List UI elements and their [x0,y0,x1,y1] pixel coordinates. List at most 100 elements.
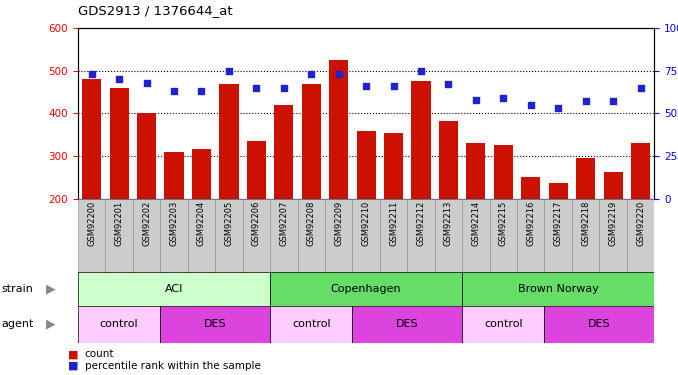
Text: ▶: ▶ [46,282,56,295]
Bar [329,60,348,199]
FancyBboxPatch shape [215,199,243,274]
Text: GSM92211: GSM92211 [389,201,398,246]
Bar [302,84,321,199]
Bar [192,149,211,199]
Text: control: control [100,320,138,329]
Text: DES: DES [588,320,611,329]
Text: GSM92201: GSM92201 [115,201,123,246]
FancyBboxPatch shape [462,272,654,306]
FancyBboxPatch shape [160,199,188,274]
Text: GSM92206: GSM92206 [252,201,261,246]
FancyBboxPatch shape [160,306,270,343]
Bar [466,143,485,199]
Text: GSM92219: GSM92219 [609,201,618,246]
Bar [137,113,156,199]
FancyBboxPatch shape [78,272,270,306]
Text: ACI: ACI [165,284,183,294]
Text: strain: strain [1,284,33,294]
Point [141,80,152,86]
FancyBboxPatch shape [544,199,572,274]
FancyBboxPatch shape [270,306,353,343]
Point [471,97,481,103]
Point [196,88,207,94]
Text: GSM92212: GSM92212 [416,201,426,246]
Text: GSM92202: GSM92202 [142,201,151,246]
Bar [274,105,294,199]
Text: count: count [85,350,115,359]
FancyBboxPatch shape [599,199,627,274]
FancyBboxPatch shape [105,199,133,274]
Text: DES: DES [204,320,226,329]
FancyBboxPatch shape [353,306,462,343]
Bar [247,141,266,199]
FancyBboxPatch shape [544,306,654,343]
FancyBboxPatch shape [270,272,462,306]
Text: GSM92210: GSM92210 [361,201,371,246]
FancyBboxPatch shape [353,199,380,274]
Point [388,83,399,89]
Bar [521,177,540,199]
Text: GSM92218: GSM92218 [581,201,590,246]
Point [224,68,235,74]
Bar [384,133,403,199]
Text: GSM92204: GSM92204 [197,201,206,246]
FancyBboxPatch shape [407,199,435,274]
Text: DES: DES [396,320,418,329]
FancyBboxPatch shape [572,199,599,274]
Text: Copenhagen: Copenhagen [331,284,401,294]
Text: GDS2913 / 1376644_at: GDS2913 / 1376644_at [78,4,233,17]
Text: ■: ■ [68,350,78,359]
FancyBboxPatch shape [380,199,407,274]
Text: GSM92208: GSM92208 [306,201,316,246]
Point [334,71,344,77]
Text: GSM92205: GSM92205 [224,201,233,246]
Text: ■: ■ [68,361,78,370]
Bar [576,158,595,199]
Bar [82,80,101,199]
Text: GSM92209: GSM92209 [334,201,343,246]
FancyBboxPatch shape [517,199,544,274]
FancyBboxPatch shape [298,199,325,274]
Bar [219,84,239,199]
FancyBboxPatch shape [462,306,544,343]
Text: GSM92220: GSM92220 [636,201,645,246]
FancyBboxPatch shape [490,199,517,274]
FancyBboxPatch shape [627,199,654,274]
Text: GSM92200: GSM92200 [87,201,96,246]
Text: control: control [484,320,523,329]
Point [169,88,180,94]
Point [86,71,97,77]
FancyBboxPatch shape [78,199,105,274]
Bar [164,152,184,199]
Bar [357,131,376,199]
FancyBboxPatch shape [133,199,160,274]
Text: GSM92213: GSM92213 [444,201,453,246]
Bar [494,146,513,199]
Text: GSM92203: GSM92203 [170,201,178,246]
FancyBboxPatch shape [435,199,462,274]
FancyBboxPatch shape [270,199,298,274]
Point [306,71,317,77]
FancyBboxPatch shape [325,199,353,274]
Bar [631,143,650,199]
Text: GSM92217: GSM92217 [554,201,563,246]
Point [251,85,262,91]
Point [416,68,426,74]
Point [607,99,618,105]
Text: percentile rank within the sample: percentile rank within the sample [85,361,260,370]
Bar [603,172,622,199]
Text: GSM92215: GSM92215 [499,201,508,246]
Text: GSM92216: GSM92216 [526,201,535,246]
Bar [110,88,129,199]
Point [525,102,536,108]
Point [635,85,646,91]
Point [361,83,372,89]
FancyBboxPatch shape [78,306,160,343]
Text: ▶: ▶ [46,318,56,331]
Text: control: control [292,320,331,329]
Text: agent: agent [1,320,34,329]
Point [553,105,563,111]
Point [580,99,591,105]
Bar [549,183,567,199]
Text: Brown Norway: Brown Norway [518,284,599,294]
